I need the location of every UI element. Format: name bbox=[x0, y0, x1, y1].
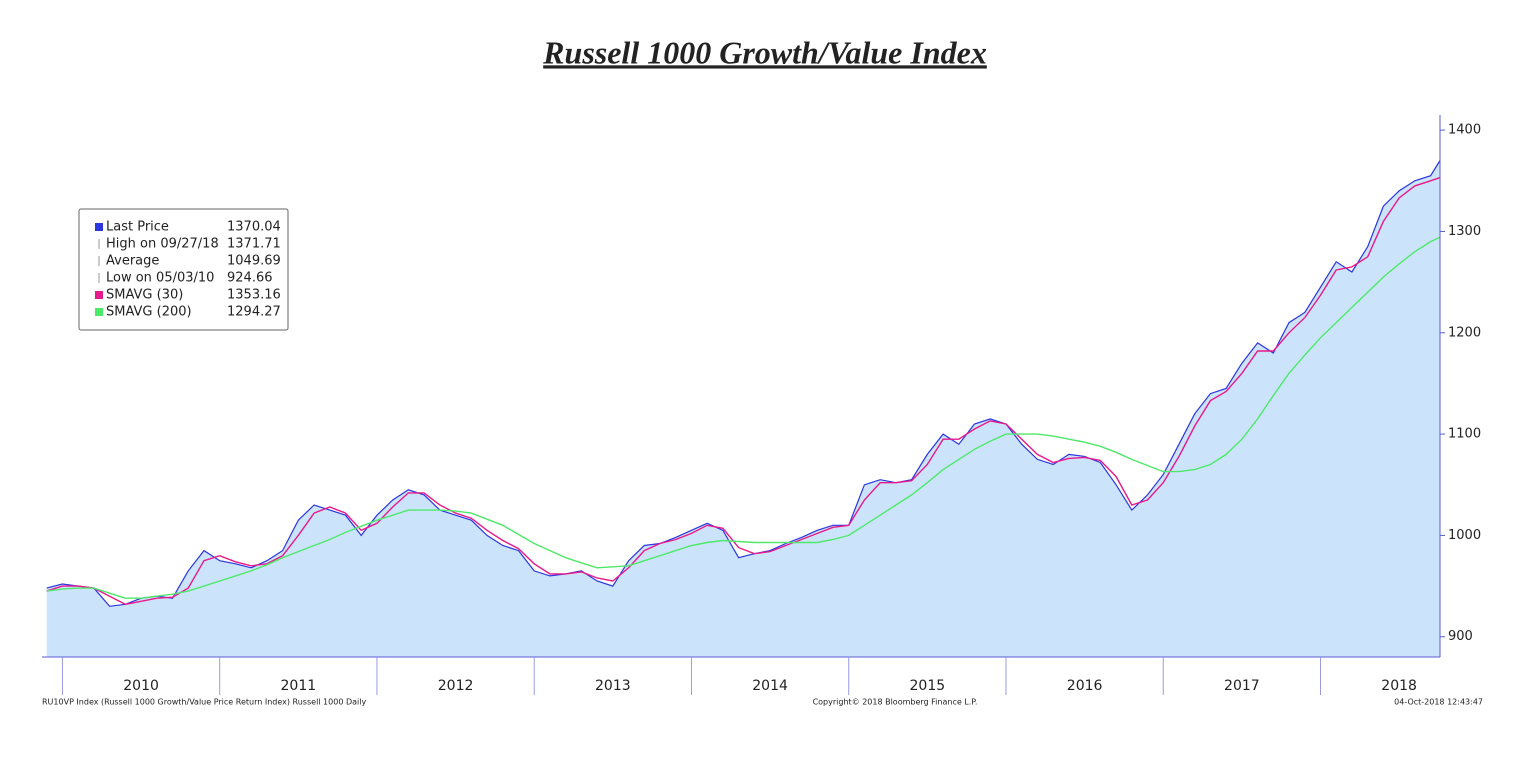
x-tick-label: 2015 bbox=[910, 678, 946, 694]
price-area bbox=[46, 160, 1441, 657]
series-line bbox=[46, 160, 1441, 607]
x-tick-label: 2013 bbox=[595, 678, 631, 694]
x-tick-label: 2017 bbox=[1224, 678, 1260, 694]
x-tick-label: 2014 bbox=[752, 678, 788, 694]
legend-box bbox=[78, 208, 289, 331]
x-tick-label: 2018 bbox=[1381, 678, 1417, 694]
legend-value: 924.66 bbox=[227, 271, 273, 286]
x-tick-label: 2012 bbox=[438, 678, 474, 694]
y-tick-label: 1400 bbox=[1448, 123, 1481, 138]
x-tick-label: 2010 bbox=[123, 678, 159, 694]
legend-value: 1370.04 bbox=[227, 220, 281, 235]
legend-value: 1049.69 bbox=[227, 254, 281, 269]
legend-swatch bbox=[95, 291, 103, 299]
footer-left: RU10VP Index (Russell 1000 Growth/Value … bbox=[42, 698, 366, 707]
y-tick-label: 1200 bbox=[1448, 325, 1481, 340]
legend-label: Last Price bbox=[106, 220, 169, 235]
legend-label: SMAVG (200) bbox=[106, 305, 192, 320]
legend-swatch bbox=[95, 308, 103, 316]
chart-title: Russell 1000 Growth/Value Index bbox=[542, 34, 987, 70]
legend-value: 1353.16 bbox=[227, 288, 281, 303]
y-tick-label: 1300 bbox=[1448, 224, 1481, 239]
legend-label: SMAVG (30) bbox=[106, 288, 183, 303]
x-tick-label: 2011 bbox=[281, 678, 317, 694]
footer-right: 04-Oct-2018 12:43:47 bbox=[1394, 698, 1483, 707]
y-tick-label: 900 bbox=[1448, 629, 1473, 644]
series-line bbox=[46, 236, 1441, 599]
y-tick-label: 1000 bbox=[1448, 528, 1481, 543]
series-line bbox=[46, 176, 1441, 606]
legend-label: Average bbox=[106, 254, 159, 269]
legend-label: Low on 05/03/10 bbox=[106, 271, 214, 286]
legend-swatch bbox=[95, 223, 103, 231]
legend: Last Price 1370.04 High on 09/27/18 1371.71… bbox=[78, 208, 289, 331]
legend-label: High on 09/27/18 bbox=[106, 237, 219, 252]
legend-value: 1371.71 bbox=[227, 237, 281, 252]
legend-value: 1294.27 bbox=[227, 305, 281, 320]
x-tick-label: 2016 bbox=[1067, 678, 1103, 694]
footer-center: Copyright© 2018 Bloomberg Finance L.P. bbox=[813, 698, 978, 707]
y-tick-label: 1100 bbox=[1448, 427, 1481, 442]
